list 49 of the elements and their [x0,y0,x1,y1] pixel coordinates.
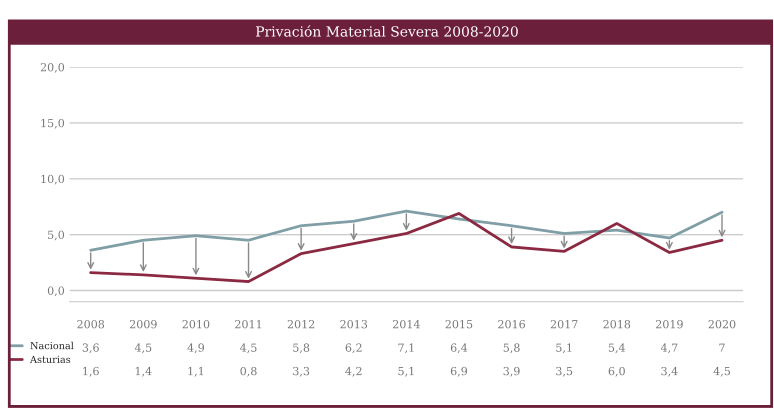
data-label: 0,8 [240,366,257,377]
data-label: 3,9 [504,366,520,377]
data-label: 7,1 [398,343,414,354]
data-label: 3,3 [293,366,310,377]
data-label: 1,4 [136,366,152,377]
data-label: 3,6 [82,343,99,354]
x-tick-label: 2009 [130,320,157,328]
data-label: 4,5 [240,343,257,354]
data-label: 5,8 [293,343,310,354]
x-tick-label: 2010 [182,320,210,328]
y-tick-label: 10,0 [41,174,64,185]
x-tick-label: 2017 [550,320,578,328]
legend-label: Nacional [30,342,74,350]
x-tick-label: 2011 [235,320,262,328]
data-label: 5,1 [398,366,414,377]
data-label: 6,2 [346,343,362,354]
data-label: 6,9 [450,366,468,377]
data-label: 6,0 [608,366,625,377]
x-tick-label: 2018 [603,320,630,328]
x-tick-label: 2012 [288,320,314,328]
chart-title: Privación Material Severa 2008-2020 [256,25,518,37]
x-tick-label: 2015 [446,320,472,328]
x-tick-label: 2014 [392,320,420,328]
data-label: 7 [719,344,725,352]
x-tick-label: 2013 [340,320,368,328]
line-series [89,210,724,252]
legend-label: Asturias [30,356,70,364]
data-label: 4,7 [660,343,678,354]
data-label: 5,1 [556,343,572,354]
data-label: 4,9 [187,343,204,354]
y-tick-label: 5,0 [48,230,64,240]
x-tick-label: 2019 [656,320,683,328]
line-series [89,212,724,283]
data-label: 5,4 [608,343,626,354]
data-label: 3,4 [661,366,678,377]
x-tick-label: 2020 [708,320,736,328]
data-label: 4,5 [714,366,730,377]
data-label: 3,5 [556,366,572,377]
data-label: 6,4 [450,343,468,354]
data-label: 1,1 [188,366,204,377]
data-label: 5,8 [504,343,520,354]
data-label: 4,5 [134,343,152,354]
x-tick-label: 2016 [498,320,526,328]
x-tick-label: 2008 [77,320,104,328]
data-label: 1,6 [83,366,99,377]
y-tick-label: 20,0 [40,63,64,73]
y-tick-label: 15,0 [41,118,64,129]
data-label: 4,2 [345,366,362,377]
y-tick-label: 0,0 [48,286,64,296]
